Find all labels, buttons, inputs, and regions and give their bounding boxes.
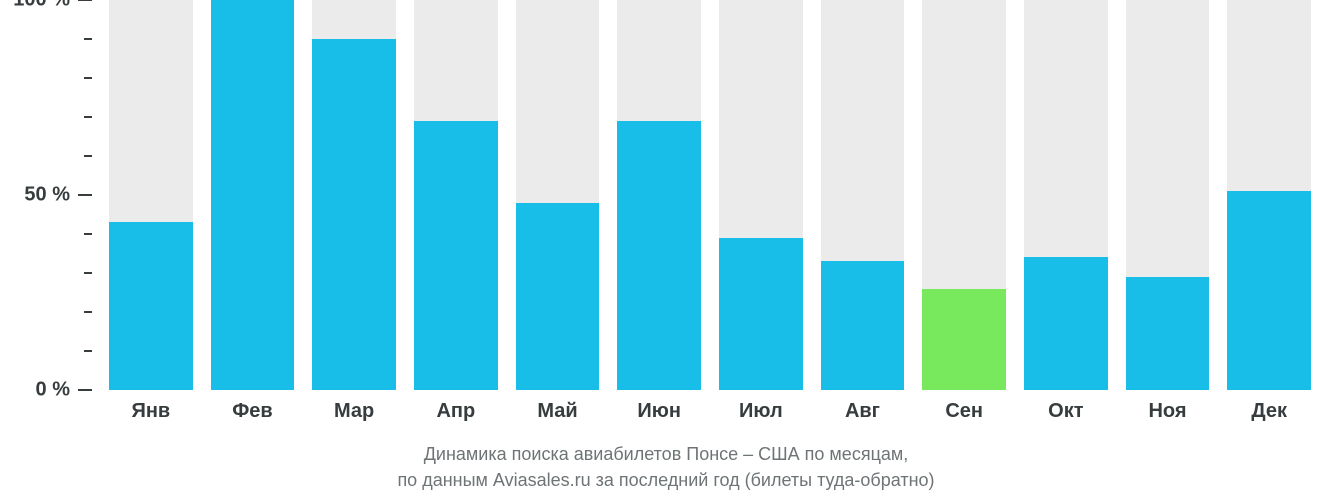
- y-tick-minor: [84, 350, 92, 352]
- bar-slot: [109, 0, 192, 390]
- bar-fill: [821, 261, 904, 390]
- x-axis-label: Янв: [100, 400, 202, 423]
- y-tick-minor: [84, 77, 92, 79]
- y-axis-label: 0 %: [36, 379, 70, 402]
- bar-fill: [1227, 191, 1310, 390]
- bar-fill: [109, 222, 192, 390]
- bar-slot: [1024, 0, 1107, 390]
- bar-fill: [211, 0, 294, 390]
- bar-slot: [922, 0, 1005, 390]
- x-axis-label: Сен: [913, 400, 1015, 423]
- x-axis-label: Ноя: [1117, 400, 1219, 423]
- y-axis-label: 100 %: [13, 0, 70, 12]
- x-axis-label: Июл: [710, 400, 812, 423]
- x-axis-label: Фев: [202, 400, 304, 423]
- y-tick-minor: [84, 233, 92, 235]
- y-tick-minor: [84, 311, 92, 313]
- x-axis-label: Дек: [1218, 400, 1320, 423]
- bar-fill: [414, 121, 497, 390]
- bar-slot: [312, 0, 395, 390]
- x-axis-label: Авг: [812, 400, 914, 423]
- x-axis-label: Мар: [303, 400, 405, 423]
- y-tick-minor: [84, 38, 92, 40]
- bar-slot: [211, 0, 294, 390]
- chart-caption-line-2: по данным Aviasales.ru за последний год …: [0, 470, 1332, 491]
- bar-fill: [922, 289, 1005, 390]
- y-tick-minor: [84, 155, 92, 157]
- bar-slot: [617, 0, 700, 390]
- bar-fill: [719, 238, 802, 390]
- monthly-search-chart: 0 % 50 % 100 % ЯнвФевМарАпрМайИюнИюлАвгСен…: [0, 0, 1332, 502]
- bar-fill: [1126, 277, 1209, 390]
- x-axis-label: Май: [507, 400, 609, 423]
- y-tick-minor: [84, 272, 92, 274]
- bar-slot: [719, 0, 802, 390]
- x-axis-label: Апр: [405, 400, 507, 423]
- bar-fill: [516, 203, 599, 390]
- x-axis-label: Июн: [608, 400, 710, 423]
- bar-fill: [312, 39, 395, 390]
- plot-area: [100, 0, 1320, 390]
- bar-slot: [516, 0, 599, 390]
- x-axis-labels: ЯнвФевМарАпрМайИюнИюлАвгСенОктНояДек: [100, 400, 1320, 430]
- bar-fill: [1024, 257, 1107, 390]
- bar-slot: [1126, 0, 1209, 390]
- chart-caption-line-1: Динамика поиска авиабилетов Понсе – США …: [0, 444, 1332, 465]
- y-axis: 0 %50 %100 %: [0, 0, 100, 390]
- x-axis-label: Окт: [1015, 400, 1117, 423]
- bar-fill: [617, 121, 700, 390]
- bar-slot: [1227, 0, 1310, 390]
- y-tick-minor: [84, 116, 92, 118]
- bar-slot: [821, 0, 904, 390]
- bar-slot: [414, 0, 497, 390]
- y-axis-label: 50 %: [24, 184, 70, 207]
